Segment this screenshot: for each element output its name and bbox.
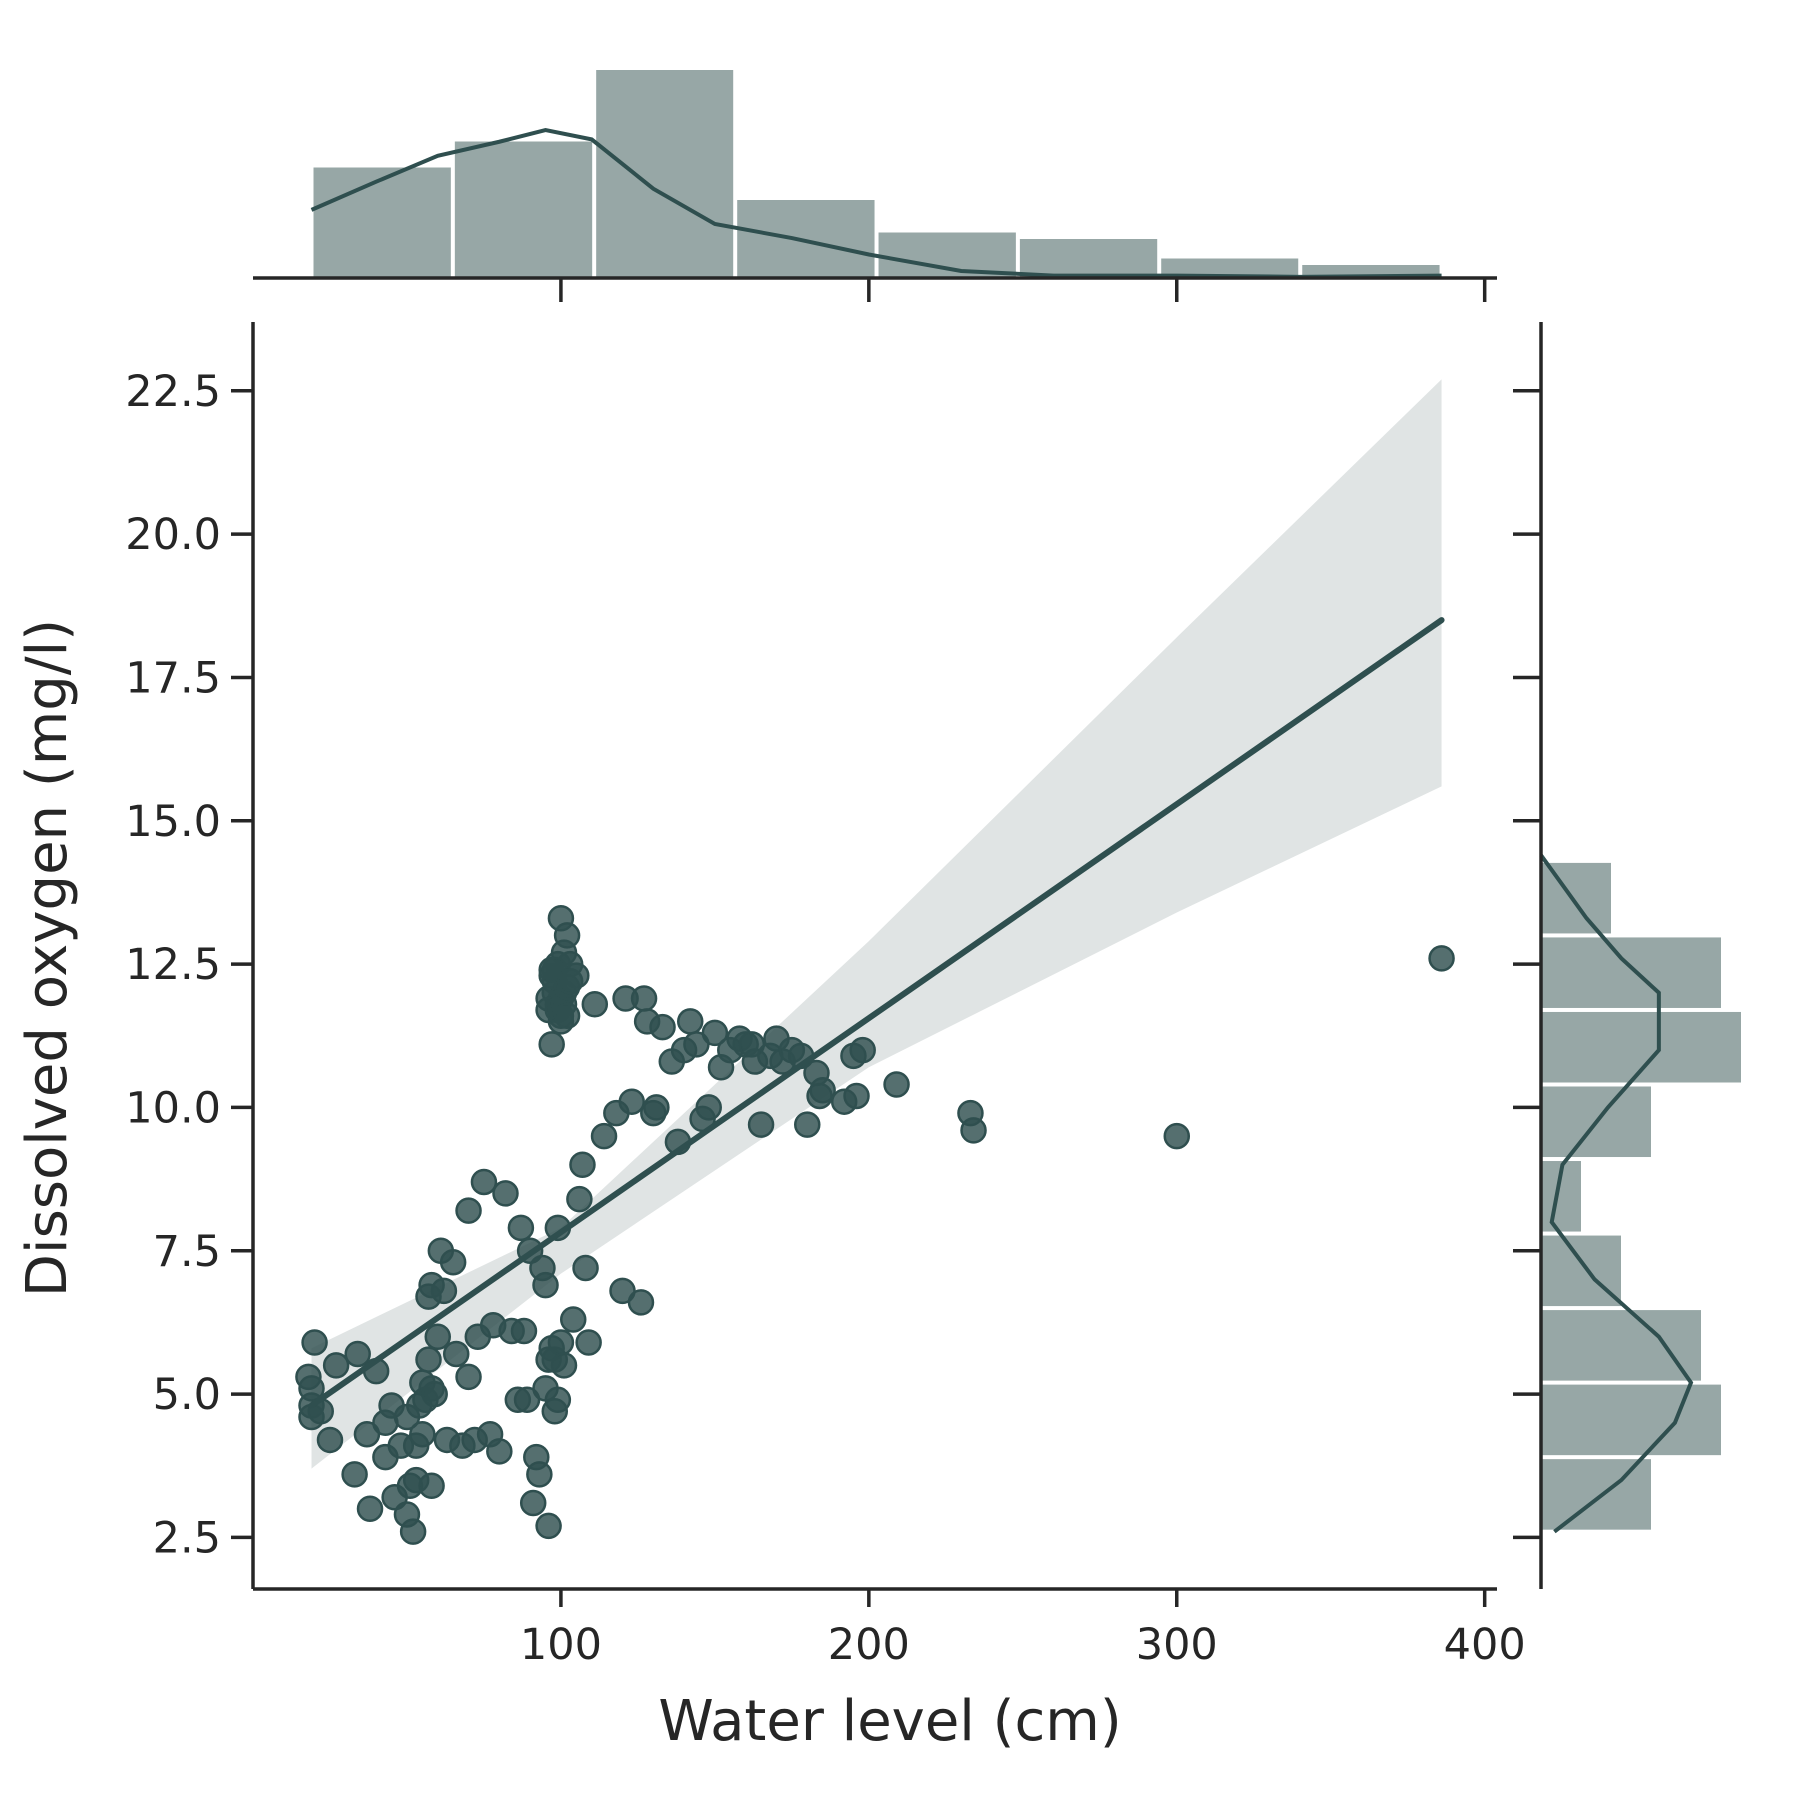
scatter-point [409,1420,436,1448]
x-axis-label: Water level (cm) [658,1689,1121,1754]
scatter-point [643,1094,670,1121]
scatter-point [455,1197,482,1224]
scatter-point [301,1329,328,1356]
scatter-point [442,1340,470,1368]
scatter-point [590,1122,618,1150]
scatter-point [809,1076,836,1104]
histogram-bar [313,167,451,278]
scatter-point [556,968,584,995]
scatter-point [486,1438,513,1465]
scatter-point [399,1518,427,1545]
y-axis-label: Dissolved oxygen (mg/l) [15,619,80,1297]
scatter-point [455,1363,482,1391]
scatter-point [316,1426,344,1454]
y-tick-label: 17.5 [125,653,221,703]
y-tick-label: 20.0 [125,510,221,560]
scatter-point [883,1071,910,1098]
scatter-point [553,1002,581,1029]
scatter-point [439,1248,467,1276]
scatter-point [507,1214,535,1242]
scatter-point [519,1489,547,1517]
y-tick-label: 10.0 [125,1083,221,1133]
scatter-point [701,1019,729,1047]
scatter-point [295,1363,322,1391]
axes: 100 200 300 400 2.5 5.0 7.5 10.0 12.5 15.0 17.5 20.… [125,276,1543,1670]
histogram-bar [1541,1384,1721,1456]
x-tick-label: 100 [520,1620,602,1670]
y-tick-label: 15.0 [125,797,221,847]
scatter-point [535,1512,562,1540]
scatter-point [322,1352,350,1379]
scatter-point [544,1386,572,1414]
confidence-band [311,379,1442,1469]
y-tick-label: 12.5 [125,940,221,990]
scatter-point [843,1082,870,1110]
scatter-point [547,1329,575,1356]
scatter-point [341,1461,368,1488]
histogram-bar [1541,937,1721,1008]
scatter-point [550,1352,578,1379]
histogram-bar [1161,258,1299,278]
scatter-point [421,1380,448,1408]
scatter-point [747,1111,775,1138]
scatter-point [526,1461,553,1488]
scatter-point [618,1088,645,1115]
histogram-bar [1019,239,1158,278]
y-tick-label: 22.5 [125,367,221,417]
confidence-band-area [311,379,1442,1469]
scatter-point [492,1180,519,1207]
scatter-point [572,1254,599,1282]
scatter-point [849,1036,876,1064]
scatter-point [566,1185,593,1213]
scatter-point [794,1111,821,1138]
histogram-bar [454,141,593,278]
scatter-point [510,1317,538,1345]
histogram-bar [1541,1235,1621,1307]
scatter-point [581,990,609,1018]
marginal-x-histogram [310,70,1442,279]
histogram-bar [1541,1459,1651,1530]
scatter-point [575,1329,602,1356]
y-tick-label: 2.5 [153,1513,221,1563]
scatter-point [553,922,581,949]
scatter-point [424,1323,452,1350]
scatter-point [1428,945,1455,972]
x-tick-label: 300 [1136,1620,1218,1670]
scatter-points [295,904,1455,1545]
scatter-point [418,1472,445,1500]
scatter-point [676,1008,704,1035]
histogram-bar [1541,862,1611,934]
scatter-point [430,1277,458,1305]
scatter-point [960,1117,987,1144]
scatter-point [695,1094,722,1121]
scatter-point [627,1289,655,1316]
scatter-point [415,1346,442,1373]
scatter-point [344,1340,371,1368]
regression-line [308,617,1445,1409]
histogram-bar [1541,1310,1701,1381]
scatter-point [630,985,658,1012]
y-tick-label: 5.0 [153,1370,221,1420]
y-tick-label: 7.5 [153,1227,221,1277]
marginal-y-histogram [1539,854,1741,1534]
scatter-point [569,1151,596,1179]
scatter-point [356,1495,384,1522]
scatter-point [470,1168,498,1196]
histogram-bar [596,70,734,278]
kde-curve [1539,854,1694,1534]
x-tick-label: 200 [828,1620,910,1670]
x-tick-label: 400 [1444,1620,1526,1670]
kde-curve [310,127,1442,279]
regression-line-path [308,617,1445,1409]
histogram-bar [737,200,875,278]
scatter-point [559,1306,587,1333]
scatter-point [532,1271,559,1299]
scatter-point [649,1013,676,1041]
scatter-point [538,1031,565,1058]
scatter-point [1163,1122,1191,1150]
